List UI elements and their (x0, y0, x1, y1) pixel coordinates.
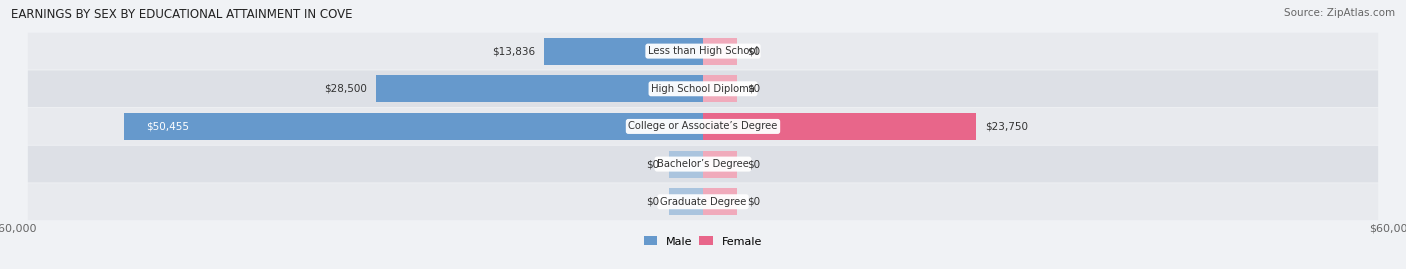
Bar (124, 113, 703, 140)
Text: High School Diploma: High School Diploma (651, 84, 755, 94)
Text: EARNINGS BY SEX BY EDUCATIONAL ATTAINMENT IN COVE: EARNINGS BY SEX BY EDUCATIONAL ATTAINMEN… (11, 8, 353, 21)
Text: $0: $0 (647, 197, 659, 207)
Legend: Male, Female: Male, Female (641, 234, 765, 249)
Text: $0: $0 (747, 159, 759, 169)
Bar (669, 151, 703, 178)
Bar (703, 113, 976, 140)
Bar (703, 38, 738, 65)
Bar (703, 151, 738, 178)
Text: $0: $0 (747, 46, 759, 56)
Bar (703, 188, 738, 215)
FancyBboxPatch shape (28, 108, 1378, 145)
Text: Source: ZipAtlas.com: Source: ZipAtlas.com (1284, 8, 1395, 18)
Text: $0: $0 (747, 197, 759, 207)
Bar (669, 188, 703, 215)
Text: $0: $0 (747, 84, 759, 94)
Text: Bachelor’s Degree: Bachelor’s Degree (657, 159, 749, 169)
Text: College or Associate’s Degree: College or Associate’s Degree (628, 121, 778, 132)
FancyBboxPatch shape (28, 33, 1378, 69)
Text: $28,500: $28,500 (323, 84, 367, 94)
FancyBboxPatch shape (28, 183, 1378, 220)
FancyBboxPatch shape (28, 146, 1378, 182)
Text: $23,750: $23,750 (984, 121, 1028, 132)
Text: $13,836: $13,836 (492, 46, 534, 56)
Text: $50,455: $50,455 (146, 121, 190, 132)
Bar (544, 38, 703, 65)
FancyBboxPatch shape (28, 70, 1378, 107)
Text: Graduate Degree: Graduate Degree (659, 197, 747, 207)
Bar (703, 75, 738, 102)
Text: Less than High School: Less than High School (648, 46, 758, 56)
Text: $0: $0 (647, 159, 659, 169)
Bar (375, 75, 703, 102)
